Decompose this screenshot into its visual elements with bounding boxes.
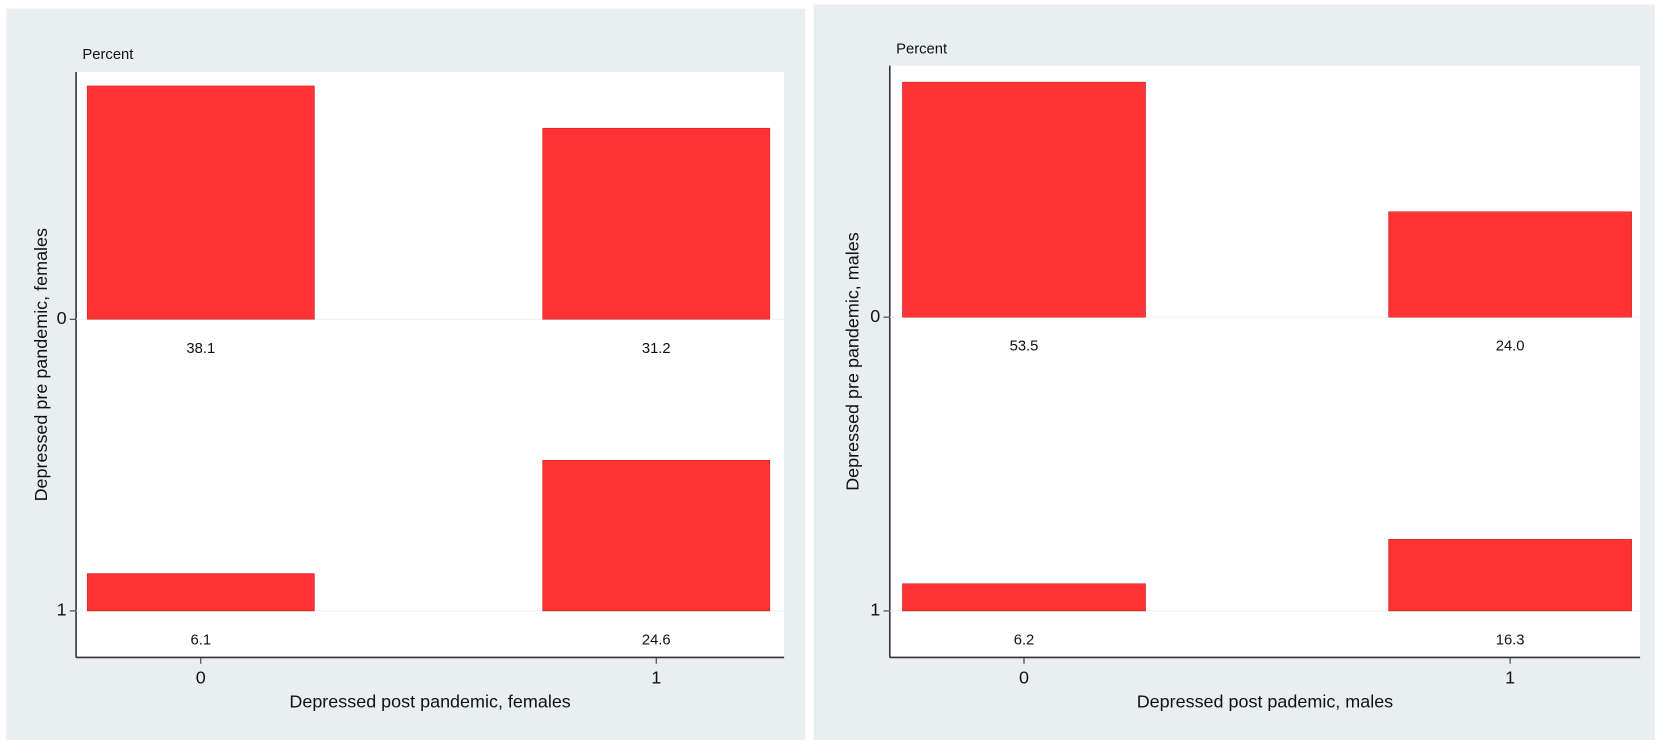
data-label: 53.5 (1010, 339, 1039, 355)
x-tick-label: 1 (651, 667, 661, 687)
bar (86, 85, 315, 320)
bar (542, 460, 771, 612)
bar (1388, 539, 1632, 612)
bar (1388, 211, 1632, 318)
data-label: 16.3 (1496, 632, 1525, 648)
data-label: 31.2 (642, 341, 671, 357)
x-axis-title: Depressed post pademic, males (1137, 692, 1393, 712)
data-label: 6.2 (1014, 632, 1035, 648)
x-tick-label: 0 (196, 667, 206, 687)
bar (86, 573, 315, 612)
x-axis-title: Depressed post pandemic, females (289, 692, 570, 712)
data-label: 6.1 (191, 632, 212, 648)
y-tick-label: 0 (870, 306, 880, 326)
value-axis-label: Percent (896, 42, 947, 58)
y-tick-label: 1 (57, 600, 67, 620)
y-tick-label: 1 (870, 600, 880, 620)
x-tick-label: 1 (1505, 667, 1515, 687)
bar (542, 127, 771, 320)
bar (902, 583, 1146, 612)
y-axis-title: Depressed pre pandemic, males (843, 232, 863, 490)
data-label: 24.6 (642, 632, 671, 648)
data-label: 24.0 (1496, 339, 1525, 355)
x-tick-label: 0 (1019, 667, 1029, 687)
y-axis-title: Depressed pre pandemic, females (31, 228, 51, 501)
data-label: 38.1 (186, 341, 215, 357)
bar (902, 81, 1146, 318)
y-tick-label: 0 (57, 308, 67, 328)
value-axis-label: Percent (82, 47, 133, 63)
